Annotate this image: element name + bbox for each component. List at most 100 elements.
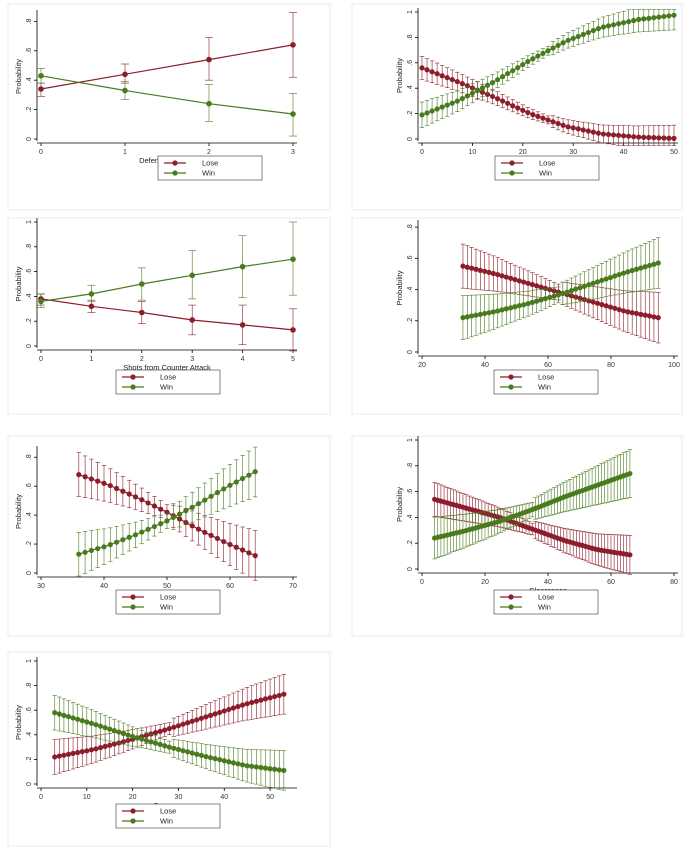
data-point-lose: [449, 76, 455, 83]
data-point-win: [158, 521, 164, 527]
data-point-lose: [429, 69, 435, 75]
legend-swatch-marker: [172, 170, 178, 176]
data-point-win: [439, 104, 445, 110]
x-tick-label: 50: [266, 794, 274, 801]
data-point-lose: [633, 310, 640, 317]
data-point-win: [180, 748, 186, 754]
data-point-win: [429, 108, 435, 114]
y-tick-label: .2: [26, 318, 33, 324]
data-point-win: [183, 508, 189, 514]
y-axis-label: Probability: [14, 494, 23, 529]
data-point-win: [570, 35, 576, 42]
data-point-win: [157, 741, 163, 747]
data-point-win: [642, 264, 648, 270]
x-tick-label: 40: [544, 579, 552, 586]
data-point-lose: [629, 310, 635, 316]
chart-panel-goal-efficiency: 0.2.4.6.8101020304050Goal EfficiencyProb…: [351, 3, 683, 211]
data-point-lose: [221, 538, 227, 545]
data-point-lose: [499, 273, 505, 279]
data-point-lose: [555, 120, 561, 127]
data-point-win: [171, 745, 177, 751]
data-point-win: [267, 766, 273, 772]
data-point-lose: [580, 127, 586, 133]
data-point-lose: [515, 105, 521, 111]
data-point-win: [177, 511, 183, 517]
legend-swatch-marker: [508, 374, 514, 380]
data-point-win: [194, 751, 200, 757]
data-point-lose: [460, 263, 466, 269]
legend-box: [157, 155, 263, 181]
legend-label: Lose: [160, 807, 176, 816]
data-point-lose: [621, 133, 627, 139]
x-tick-label: 0: [420, 579, 424, 586]
data-point-win: [520, 61, 526, 68]
data-point-lose: [482, 268, 488, 274]
legend-swatch-marker: [130, 384, 136, 390]
data-point-lose: [625, 309, 631, 315]
data-point-lose: [120, 488, 126, 494]
y-tick-label: 0: [26, 137, 33, 141]
data-point-win: [272, 766, 278, 772]
x-tick-label: 50: [163, 583, 171, 590]
data-point-lose: [267, 695, 273, 701]
series-line-win: [40, 258, 294, 302]
data-point-win: [114, 539, 120, 545]
x-tick-label: 5: [291, 356, 295, 363]
x-tick-label: 10: [83, 794, 91, 801]
data-point-lose: [610, 132, 617, 138]
data-point-win: [599, 277, 605, 283]
data-point-win: [651, 261, 657, 267]
data-point-lose: [227, 541, 233, 548]
data-point-lose: [208, 532, 214, 538]
legend-label: Win: [538, 603, 551, 612]
y-tick-label: 1: [407, 10, 414, 14]
legend-swatch-marker: [508, 604, 514, 610]
data-point-win: [203, 753, 209, 760]
data-point-win: [629, 267, 635, 274]
data-point-lose: [126, 491, 132, 497]
data-point-lose: [235, 703, 241, 710]
data-point-win: [545, 48, 551, 54]
data-point-lose: [512, 276, 518, 283]
data-point-win: [134, 735, 140, 741]
data-point-lose: [93, 746, 99, 752]
data-point-win: [655, 260, 661, 266]
data-point-lose: [651, 314, 657, 320]
data-point-lose: [76, 472, 82, 478]
data-point-win: [70, 715, 76, 721]
data-point-win: [542, 296, 549, 302]
data-point-win: [207, 755, 214, 761]
data-point-win: [217, 757, 223, 763]
data-point-lose: [253, 698, 259, 704]
data-point-lose: [627, 552, 633, 558]
legend-label: Lose: [538, 593, 554, 602]
x-tick-label: 3: [190, 356, 194, 363]
data-point-lose: [525, 109, 531, 116]
data-point-win: [547, 294, 553, 300]
data-point-lose: [175, 723, 182, 729]
data-point-win: [195, 501, 202, 507]
x-tick-label: 60: [226, 583, 234, 590]
data-point-win: [139, 281, 145, 287]
series-win: [460, 237, 661, 340]
data-point-lose: [419, 65, 425, 71]
y-tick-label: .8: [407, 463, 414, 469]
x-tick-label: 100: [668, 362, 680, 369]
data-point-win: [661, 13, 667, 20]
series-lose: [37, 12, 297, 97]
data-point-lose: [594, 300, 601, 306]
data-point-win: [281, 767, 287, 774]
data-point-lose: [88, 476, 94, 482]
x-tick-label: 60: [544, 362, 552, 369]
data-point-win: [626, 19, 632, 25]
data-point-lose: [434, 71, 440, 77]
x-tick-label: 0: [39, 356, 43, 363]
legend-swatch-marker: [130, 808, 136, 814]
data-point-lose: [157, 728, 163, 734]
legend-label: Win: [539, 169, 552, 178]
data-point-lose: [139, 497, 145, 503]
data-point-win: [469, 90, 475, 96]
legend-label: Lose: [538, 373, 554, 382]
